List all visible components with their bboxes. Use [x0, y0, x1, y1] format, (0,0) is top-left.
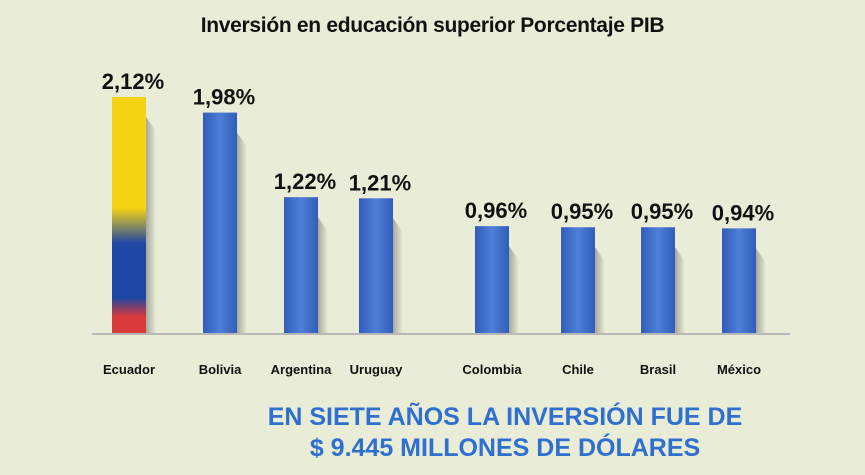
bar-bolivia — [203, 112, 237, 334]
data-label: 2,12% — [102, 69, 164, 94]
chart-title: Inversión en educación superior Porcenta… — [200, 14, 665, 37]
bar-brasil — [641, 227, 675, 333]
bar-colombia — [475, 226, 509, 333]
bar-shadow — [509, 246, 519, 333]
bar-shadow — [756, 248, 766, 333]
data-label: 1,21% — [349, 170, 411, 195]
x-tick-label: Uruguay — [350, 362, 404, 377]
data-label: 0,94% — [712, 200, 774, 225]
x-tick-label: Chile — [562, 362, 594, 377]
footer-line-2: $ 9.445 MILLONES DE DÓLARES — [309, 434, 701, 462]
data-label: 1,22% — [274, 169, 336, 194]
bar-uruguay — [359, 198, 393, 333]
bar-shadow — [675, 247, 685, 333]
bar-shadow — [318, 217, 328, 333]
bar-argentina — [284, 197, 318, 333]
bar-shadow — [595, 247, 605, 333]
bar-shadow — [146, 117, 156, 333]
data-label: 0,96% — [465, 198, 527, 223]
x-tick-label: Brasil — [640, 362, 676, 377]
bar-méxico — [722, 228, 756, 333]
data-label: 0,95% — [551, 199, 613, 224]
x-tick-label: México — [717, 362, 761, 377]
data-label: 0,95% — [631, 199, 693, 224]
bar-chile — [561, 227, 595, 333]
x-tick-label: Bolivia — [199, 362, 242, 377]
bar-shadow — [237, 132, 247, 333]
x-tick-label: Colombia — [462, 362, 522, 377]
footer-note: EN SIETE AÑOS LA INVERSIÓN FUE DE $ 9.44… — [0, 402, 865, 464]
bar-shadow — [393, 218, 403, 333]
x-tick-label: Ecuador — [103, 362, 155, 377]
data-label: 1,98% — [193, 85, 255, 110]
x-tick-label: Argentina — [271, 362, 332, 377]
bar-ecuador — [112, 97, 146, 333]
footer-line-1: EN SIETE AÑOS LA INVERSIÓN FUE DE — [267, 403, 743, 431]
